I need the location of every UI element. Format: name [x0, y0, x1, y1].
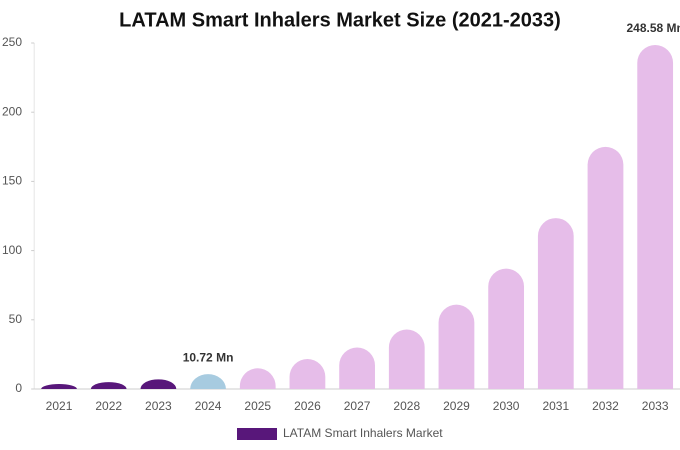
data-label: 248.58 Mn: [626, 21, 680, 35]
x-tick-label: 2022: [95, 399, 122, 413]
bar: [190, 374, 226, 389]
x-tick-label: 2032: [592, 399, 619, 413]
x-tick-label: 2029: [443, 399, 470, 413]
bar: [388, 329, 425, 389]
x-tick-label: 2030: [493, 399, 520, 413]
bar: [41, 384, 77, 389]
bar: [537, 218, 574, 389]
y-tick-label: 0: [15, 381, 22, 395]
bar: [488, 268, 525, 389]
x-tick-label: 2026: [294, 399, 321, 413]
x-tick-label: 2028: [393, 399, 420, 413]
bar: [339, 347, 375, 389]
x-tick-label: 2024: [195, 399, 222, 413]
bar: [587, 146, 624, 389]
bar: [239, 368, 276, 389]
x-tick-label: 2021: [46, 399, 73, 413]
x-tick-label: 2025: [244, 399, 271, 413]
data-label: 10.72 Mn: [183, 350, 234, 364]
y-tick-label: 50: [9, 312, 23, 326]
x-tick-label: 2031: [542, 399, 569, 413]
bar: [90, 382, 127, 389]
bar: [637, 44, 674, 390]
y-tick-label: 100: [2, 243, 22, 257]
chart-title: LATAM Smart Inhalers Market Size (2021-2…: [119, 9, 561, 31]
bar: [140, 379, 177, 389]
y-tick-label: 250: [2, 35, 22, 49]
x-tick-label: 2033: [642, 399, 669, 413]
y-tick-label: 200: [2, 104, 22, 118]
x-tick-label: 2027: [344, 399, 371, 413]
bar: [438, 304, 475, 389]
y-tick-label: 150: [2, 174, 22, 188]
x-tick-label: 2023: [145, 399, 172, 413]
bar: [289, 358, 326, 389]
legend-swatch: [237, 428, 277, 440]
legend-label: LATAM Smart Inhalers Market: [283, 426, 443, 440]
